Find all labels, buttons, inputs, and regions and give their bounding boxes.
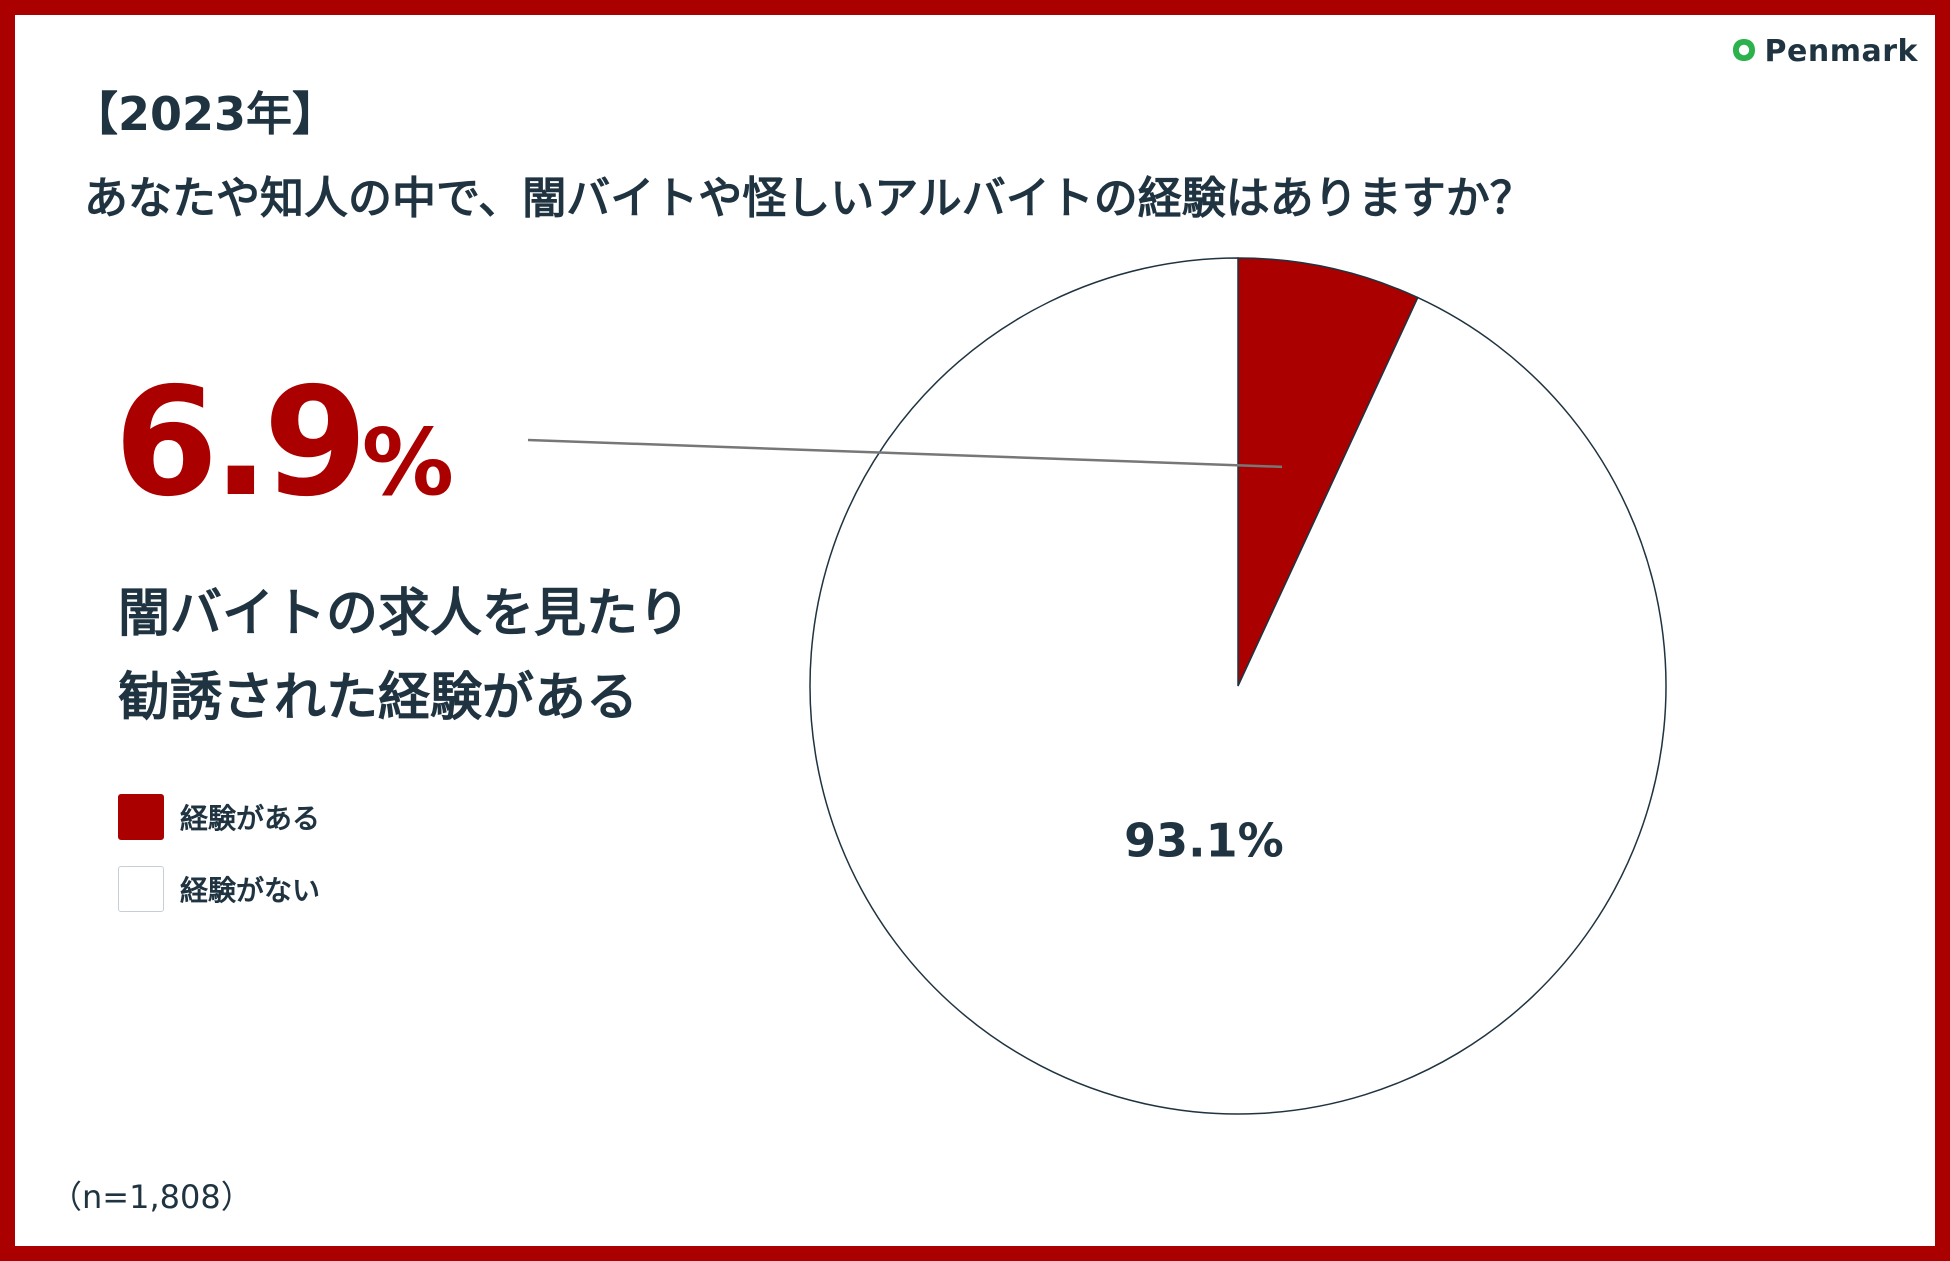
highlight-percent-number: 6.9 <box>114 356 368 530</box>
legend-swatch-no <box>118 866 164 912</box>
sample-size-footnote: （n=1,808） <box>50 1178 253 1216</box>
legend-label-no: 経験がない <box>180 874 321 907</box>
legend-item-no: 経験がない <box>118 865 320 913</box>
brand-name: Penmark <box>1764 34 1918 69</box>
legend-swatch-yes <box>118 794 164 840</box>
highlight-description-line2: 勧誘された経験がある <box>118 668 639 728</box>
callout-leader-line <box>527 438 1283 469</box>
highlight-percent: 6.9% <box>114 368 454 518</box>
legend-item-yes: 経験がある <box>118 793 320 841</box>
penmark-logo-icon <box>1732 38 1755 66</box>
pie-slices-group <box>809 257 1667 1115</box>
highlight-description-line1: 闇バイトの求人を見たり <box>118 584 691 644</box>
pie-slice-label-no: 93.1% <box>1124 814 1284 868</box>
chart-question-title: あなたや知人の中で、闇バイトや怪しいアルバイトの経験はありますか？ <box>84 173 1534 224</box>
brand-logo: Penmark <box>1731 34 1918 69</box>
chart-legend: 経験がある 経験がない <box>118 793 320 937</box>
pie-slice-no <box>809 257 1667 1115</box>
highlight-description: 闇バイトの求人を見たり 勧誘された経験がある <box>118 572 690 740</box>
pie-slice-yes <box>1237 257 1419 687</box>
legend-label-yes: 経験がある <box>180 802 321 835</box>
highlight-percent-sign: % <box>361 409 454 516</box>
chart-year-title: 【2023年】 <box>72 87 339 141</box>
